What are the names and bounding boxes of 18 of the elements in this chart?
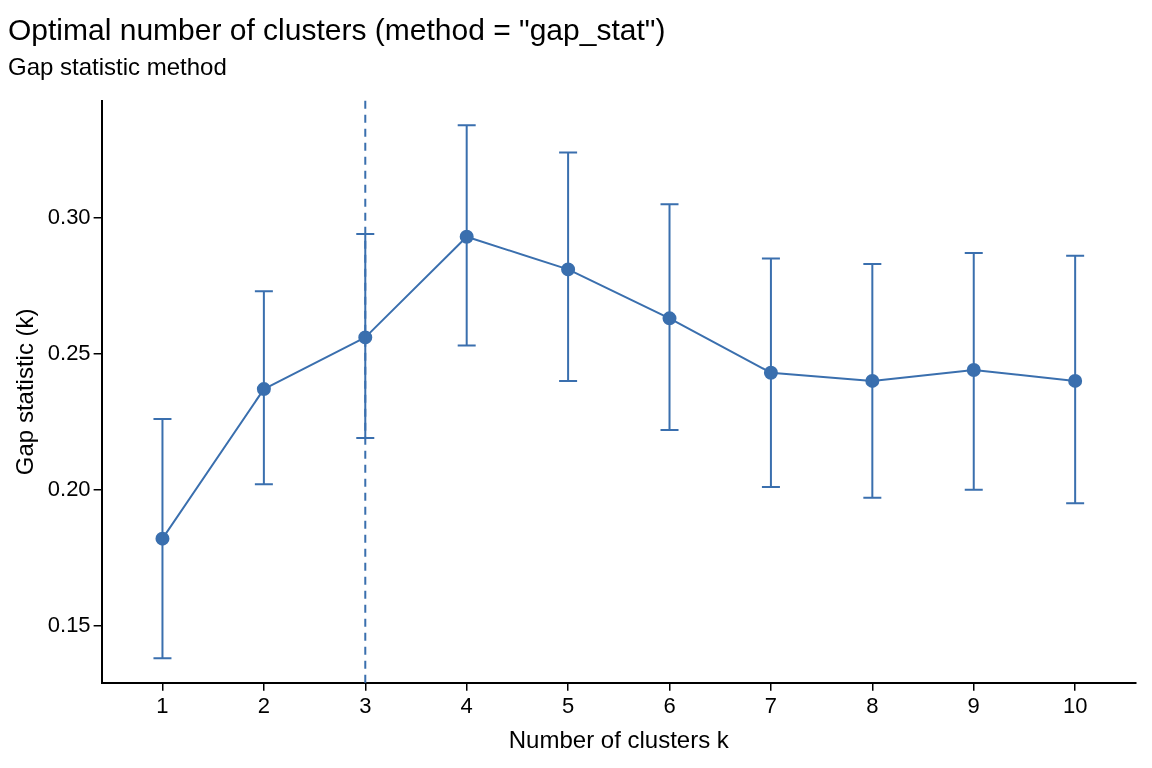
y-tick-label: 0.30 <box>47 203 91 229</box>
y-tick-label: 0.15 <box>47 611 91 637</box>
y-tick-label: 0.25 <box>47 339 91 365</box>
x-tick-label: 10 <box>1062 693 1088 719</box>
x-tick-label: 5 <box>561 693 575 719</box>
chart-title: Optimal number of clusters (method = "gap_stat") <box>8 13 666 47</box>
x-tick-label: 4 <box>460 693 473 719</box>
chart-subtitle: Gap statistic method <box>8 53 227 81</box>
x-axis-title: Number of clusters k <box>508 726 730 754</box>
x-tick-label: 2 <box>257 693 270 719</box>
x-tick-label: 7 <box>764 693 778 719</box>
x-tick-label: 3 <box>359 693 372 719</box>
y-axis-title: Gap statistic (k) <box>11 308 39 476</box>
x-tick-label: 9 <box>967 693 980 719</box>
x-tick-label: 8 <box>866 693 879 719</box>
y-tick-label: 0.20 <box>47 475 91 501</box>
x-tick-label: 6 <box>663 693 676 719</box>
x-tick-label: 1 <box>156 693 169 719</box>
